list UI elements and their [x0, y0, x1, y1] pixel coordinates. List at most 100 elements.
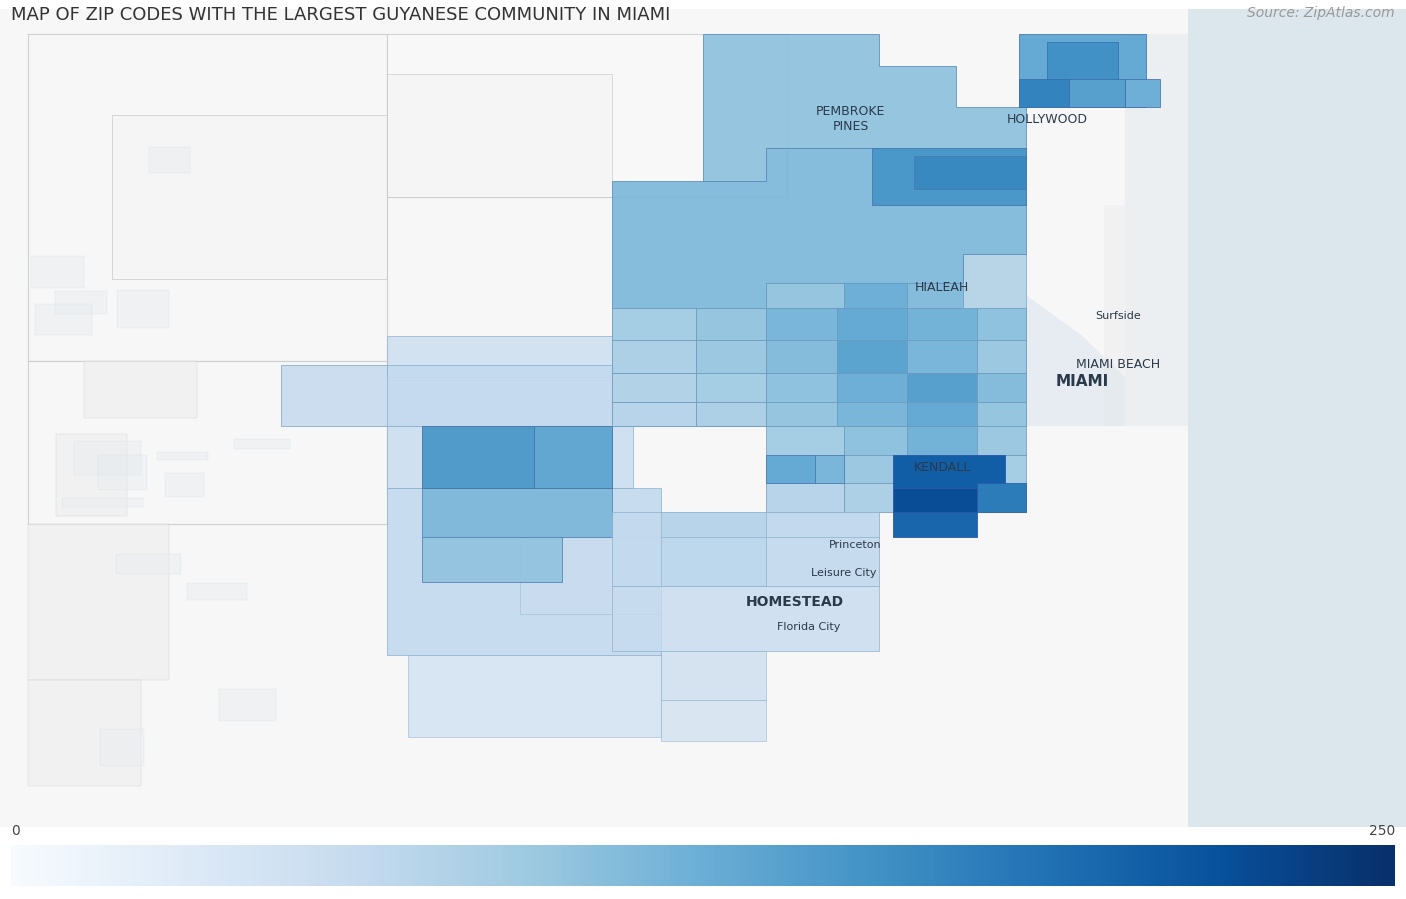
Polygon shape [893, 455, 1005, 487]
Text: Surfside: Surfside [1095, 311, 1140, 321]
Polygon shape [612, 341, 696, 373]
Polygon shape [387, 426, 633, 487]
Polygon shape [387, 336, 766, 378]
Polygon shape [28, 33, 387, 360]
Text: MIAMI BEACH: MIAMI BEACH [1076, 359, 1160, 371]
Polygon shape [837, 373, 907, 402]
Polygon shape [766, 402, 837, 426]
Polygon shape [387, 33, 787, 197]
Polygon shape [612, 307, 696, 341]
Polygon shape [661, 700, 766, 741]
Polygon shape [1125, 78, 1160, 107]
Polygon shape [766, 537, 879, 586]
Polygon shape [766, 512, 879, 537]
Polygon shape [422, 537, 562, 582]
Polygon shape [1104, 205, 1146, 426]
Polygon shape [872, 148, 1026, 205]
Text: MIAMI: MIAMI [1056, 374, 1109, 388]
Polygon shape [534, 426, 612, 487]
Polygon shape [766, 484, 844, 512]
Polygon shape [766, 373, 837, 402]
Polygon shape [907, 307, 977, 341]
Polygon shape [149, 147, 190, 174]
Polygon shape [844, 426, 907, 455]
Polygon shape [1026, 295, 1125, 426]
Text: MAP OF ZIP CODES WITH THE LARGEST GUYANESE COMMUNITY IN MIAMI: MAP OF ZIP CODES WITH THE LARGEST GUYANE… [11, 6, 671, 24]
Polygon shape [907, 373, 977, 402]
Polygon shape [422, 487, 612, 537]
Polygon shape [696, 307, 766, 341]
Polygon shape [844, 484, 907, 512]
Polygon shape [661, 537, 766, 586]
Polygon shape [766, 426, 844, 455]
Polygon shape [1047, 41, 1118, 91]
Text: KENDALL: KENDALL [914, 460, 970, 474]
Polygon shape [766, 307, 837, 341]
Polygon shape [914, 156, 1026, 189]
Polygon shape [696, 341, 766, 373]
Text: HOLLYWOOD: HOLLYWOOD [1007, 113, 1088, 126]
Polygon shape [55, 291, 107, 314]
Polygon shape [612, 586, 879, 651]
Polygon shape [35, 304, 93, 334]
Polygon shape [28, 524, 169, 680]
Text: Florida City: Florida City [776, 621, 841, 632]
Polygon shape [0, 9, 1188, 827]
Polygon shape [612, 402, 696, 426]
Text: 250: 250 [1368, 823, 1395, 838]
Polygon shape [233, 439, 291, 450]
Polygon shape [281, 365, 766, 426]
Polygon shape [28, 680, 141, 786]
Polygon shape [62, 498, 142, 507]
Polygon shape [1125, 33, 1188, 426]
Polygon shape [387, 487, 661, 655]
Polygon shape [907, 455, 977, 484]
Polygon shape [157, 451, 208, 460]
Polygon shape [117, 290, 169, 328]
Polygon shape [31, 255, 84, 288]
Polygon shape [837, 402, 907, 426]
Polygon shape [112, 115, 387, 279]
Polygon shape [1019, 78, 1069, 107]
Polygon shape [422, 426, 534, 487]
Text: Princeton: Princeton [828, 539, 882, 550]
Polygon shape [56, 434, 127, 516]
Polygon shape [187, 583, 247, 600]
Polygon shape [977, 307, 1026, 341]
Polygon shape [387, 75, 612, 197]
Polygon shape [907, 484, 977, 512]
Polygon shape [703, 33, 1026, 181]
Polygon shape [977, 484, 1026, 512]
Polygon shape [844, 455, 907, 484]
Polygon shape [977, 426, 1026, 455]
Polygon shape [844, 283, 907, 307]
Polygon shape [977, 341, 1026, 373]
Text: HOMESTEAD: HOMESTEAD [745, 595, 844, 610]
Polygon shape [1019, 33, 1146, 107]
Polygon shape [661, 651, 766, 700]
Polygon shape [766, 455, 844, 484]
Polygon shape [766, 283, 844, 307]
Polygon shape [837, 307, 907, 341]
Polygon shape [408, 655, 661, 737]
Polygon shape [907, 283, 963, 307]
Polygon shape [893, 487, 977, 512]
Polygon shape [218, 689, 276, 721]
Polygon shape [696, 402, 766, 426]
Polygon shape [387, 365, 633, 426]
Polygon shape [837, 341, 907, 373]
Polygon shape [977, 373, 1026, 402]
Polygon shape [165, 473, 204, 497]
Text: PEMBROKE
PINES: PEMBROKE PINES [815, 105, 886, 133]
Polygon shape [115, 554, 181, 574]
Polygon shape [28, 360, 387, 524]
Polygon shape [907, 426, 977, 455]
Polygon shape [75, 441, 141, 476]
Polygon shape [661, 512, 766, 537]
Polygon shape [520, 537, 661, 614]
Polygon shape [1069, 78, 1125, 107]
Polygon shape [612, 373, 696, 402]
Polygon shape [977, 402, 1026, 426]
Polygon shape [977, 484, 1026, 512]
Text: HIALEAH: HIALEAH [915, 280, 969, 294]
